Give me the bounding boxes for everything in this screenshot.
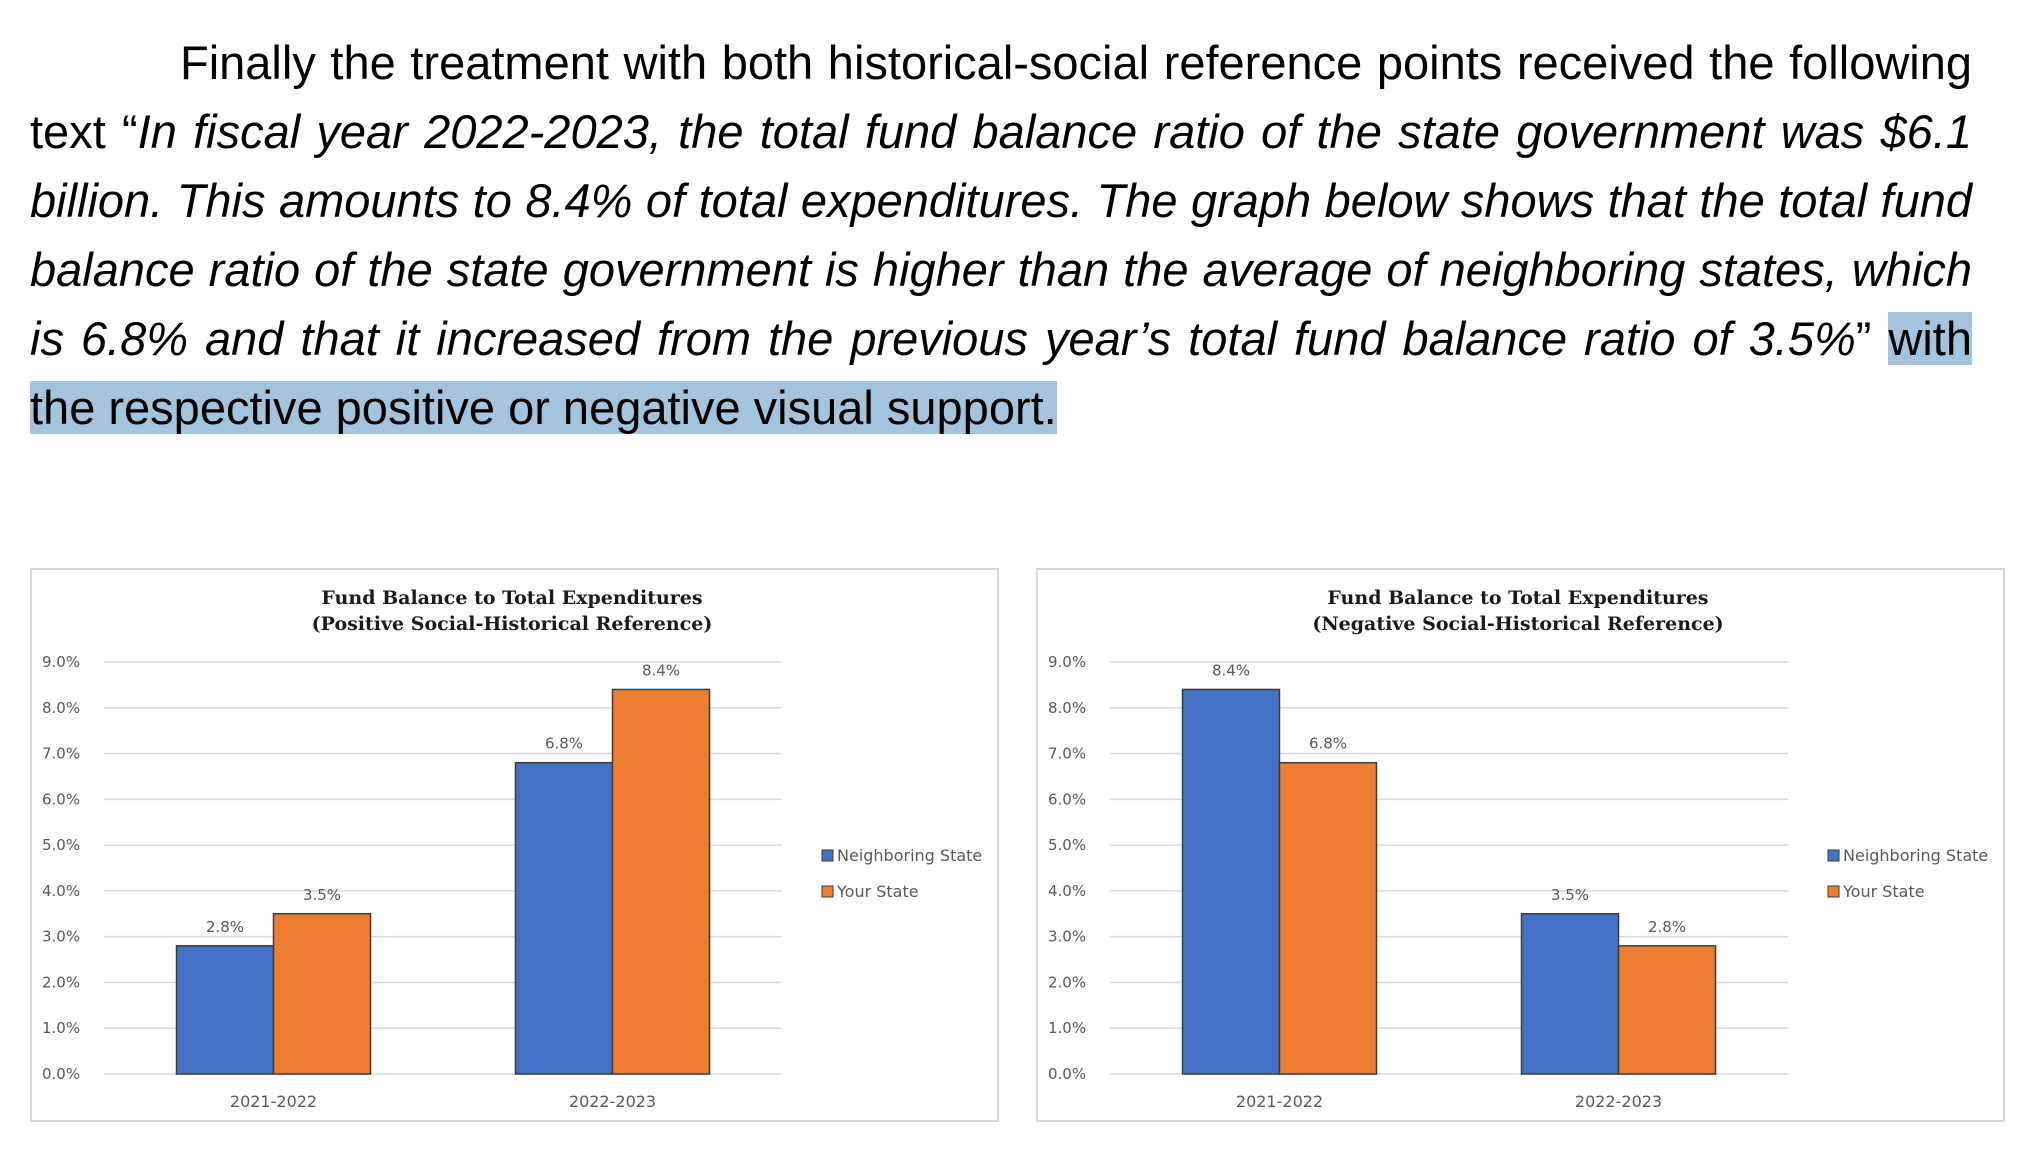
y-tick-label: 8.0% [42, 699, 80, 717]
bar-your-state [611, 688, 711, 1075]
bar-your-state [1278, 761, 1378, 1075]
y-tick-label: 2.0% [42, 973, 80, 991]
data-label: 2.8% [1648, 918, 1686, 936]
y-tick-label: 9.0% [1048, 653, 1086, 671]
y-tick-label: 0.0% [1048, 1065, 1086, 1083]
chart-positive-reference: Fund Balance to Total Expenditures (Posit… [30, 568, 999, 1122]
legend-label: Your State [836, 882, 919, 901]
legend-swatch [1827, 849, 1840, 862]
x-category-label: 2022-2023 [1575, 1092, 1662, 1111]
x-category-label: 2021-2022 [1236, 1092, 1323, 1111]
data-label: 8.4% [1212, 661, 1250, 679]
paragraph-intro: Finally the treatment with both historic… [30, 36, 1972, 158]
y-tick-label: 7.0% [42, 745, 80, 763]
bar-your-state [1617, 945, 1717, 1075]
y-tick-label: 4.0% [42, 882, 80, 900]
data-label: 6.8% [1309, 735, 1347, 753]
bar-neighboring-state [514, 761, 614, 1075]
data-label: 3.5% [1551, 886, 1589, 904]
bar-neighboring-state [1520, 913, 1620, 1075]
chart-subtitle: (Positive Social-Historical Reference) [312, 613, 713, 635]
y-tick-label: 6.0% [42, 790, 80, 808]
y-tick-label: 2.0% [1048, 973, 1086, 991]
data-label: 2.8% [206, 918, 244, 936]
y-tick-label: 8.0% [1048, 699, 1086, 717]
x-category-label: 2021-2022 [230, 1092, 317, 1111]
y-tick-label: 3.0% [1048, 928, 1086, 946]
data-label: 3.5% [303, 886, 341, 904]
y-tick-label: 5.0% [1048, 836, 1086, 854]
y-tick-label: 3.0% [42, 928, 80, 946]
y-tick-label: 6.0% [1048, 790, 1086, 808]
y-tick-label: 0.0% [42, 1065, 80, 1083]
chart-negative-reference: Fund Balance to Total Expenditures (Negat… [1036, 568, 2005, 1122]
y-tick-label: 5.0% [42, 836, 80, 854]
bar-neighboring-state [1181, 688, 1281, 1075]
y-tick-label: 4.0% [1048, 882, 1086, 900]
legend-swatch [821, 849, 834, 862]
chart-negative-svg: Fund Balance to Total Expenditures (Negat… [1048, 587, 1988, 1111]
y-tick-label: 7.0% [1048, 745, 1086, 763]
chart-subtitle: (Negative Social-Historical Reference) [1312, 613, 1723, 635]
data-label: 6.8% [545, 735, 583, 753]
legend-swatch [1827, 885, 1840, 898]
chart-title: Fund Balance to Total Expenditures [1327, 587, 1708, 609]
paragraph-quote: In fiscal year 2022-2023, the total fund… [30, 105, 1972, 365]
chart-positive-svg: Fund Balance to Total Expenditures (Posit… [42, 587, 982, 1111]
y-tick-label: 9.0% [42, 653, 80, 671]
legend-label: Neighboring State [1843, 846, 1988, 865]
bar-neighboring-state [175, 945, 275, 1075]
legend-label: Your State [1842, 882, 1925, 901]
legend-swatch [821, 885, 834, 898]
y-tick-label: 1.0% [1048, 1019, 1086, 1037]
chart-title: Fund Balance to Total Expenditures [321, 587, 702, 609]
body-paragraph: Finally the treatment with both historic… [30, 28, 1973, 442]
x-category-label: 2022-2023 [569, 1092, 656, 1111]
data-label: 8.4% [642, 661, 680, 679]
y-tick-label: 1.0% [42, 1019, 80, 1037]
bar-your-state [272, 913, 372, 1075]
legend-label: Neighboring State [837, 846, 982, 865]
paragraph-close-quote: ” [1855, 312, 1889, 365]
